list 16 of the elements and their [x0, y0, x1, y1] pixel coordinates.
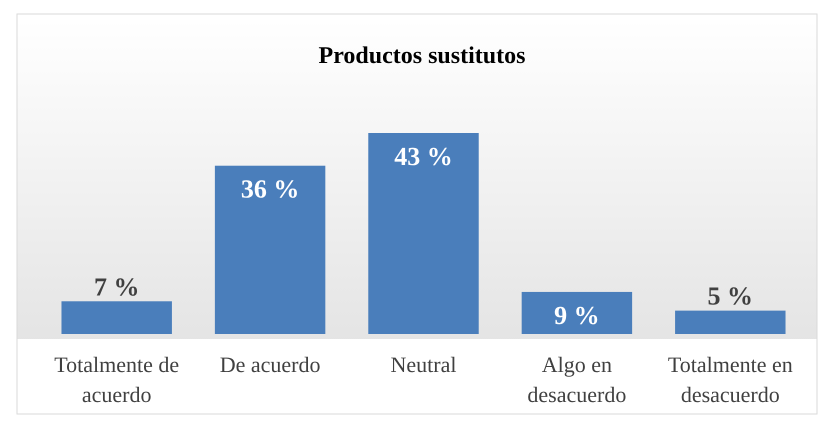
data-label: 9 % — [554, 300, 600, 330]
x-tick-label: De acuerdo — [220, 352, 320, 377]
data-label: 7 % — [94, 272, 140, 302]
x-tick-label: Totalmente de acuerdo — [54, 352, 180, 407]
x-tick-label: Algo en desacuerdo — [527, 352, 626, 407]
bar — [214, 166, 326, 334]
data-label: 43 % — [394, 142, 453, 171]
bar — [675, 310, 786, 334]
chart-title: Productos sustitutos — [318, 43, 526, 69]
data-label: 36 % — [240, 174, 300, 204]
bar — [61, 301, 172, 334]
bar — [368, 133, 479, 334]
data-label: 5 % — [708, 282, 754, 311]
x-tick-label: Neutral — [390, 352, 456, 377]
bar — [522, 292, 632, 334]
x-tick-label: Totalmente en desacuerdo — [668, 352, 793, 407]
